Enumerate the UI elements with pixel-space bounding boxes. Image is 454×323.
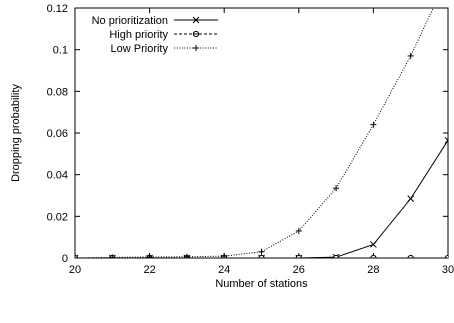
legend-label: No prioritization: [92, 15, 168, 27]
series: [75, 8, 434, 258]
legend-label: Low Priority: [111, 43, 169, 55]
data-point-plus-marker: [370, 121, 377, 128]
y-tick-label: 0.08: [47, 86, 68, 98]
data-point-plus-marker: [221, 253, 228, 258]
legend-item: No prioritization: [92, 15, 218, 27]
data-point-plus-marker: [295, 227, 302, 234]
data-point-plus-marker: [258, 248, 265, 255]
legend-item: High priority: [109, 29, 218, 41]
tick-labels: 20 22 24 26 28 30 0 0.02 0.04 0.06 0.08 0.1 0.12: [47, 3, 454, 276]
legend-label: High priority: [109, 29, 168, 41]
data-point-plus-marker: [146, 253, 153, 258]
series: [75, 136, 448, 258]
data-point-circle-marker: [192, 30, 200, 38]
y-tick-label: 0.04: [47, 170, 68, 182]
data-point-plus-marker: [109, 254, 116, 258]
data-point-circle-marker: [370, 254, 377, 258]
x-tick-label: 26: [293, 264, 305, 276]
x-tick-label: 20: [69, 264, 81, 276]
y-tick-label: 0.1: [53, 45, 68, 57]
data-point-circle-marker: [295, 254, 302, 258]
data-point-x-marker: [407, 195, 415, 202]
data-point-x-marker: [444, 136, 448, 144]
data-point-x-marker: [370, 241, 377, 248]
y-tick-label: 0.02: [47, 211, 68, 223]
legend: No prioritization High priority Low Priori…: [92, 15, 218, 55]
y-tick-label: 0.12: [47, 3, 68, 15]
marker-stroke: [444, 136, 448, 141]
legend-item: Low Priority: [111, 43, 218, 55]
x-tick-label: 30: [442, 264, 454, 276]
data-point-plus-marker: [183, 253, 190, 258]
data-point-plus-marker: [407, 52, 414, 59]
data-point-circle-marker: [444, 254, 448, 258]
series-layer: [75, 8, 448, 258]
data-point-circle-marker: [407, 254, 414, 258]
data-point-circle-marker: [333, 254, 340, 258]
y-axis-label: Dropping probability: [10, 84, 22, 182]
x-tick-label: 24: [218, 264, 230, 276]
x-axis-label: Number of stations: [215, 278, 308, 290]
y-tick-label: 0: [62, 253, 68, 265]
marker-stroke: [370, 241, 377, 248]
x-tick-label: 28: [367, 264, 379, 276]
x-tick-label: 22: [143, 264, 155, 276]
series-line: [75, 140, 448, 258]
y-tick-label: 0.06: [47, 128, 68, 140]
data-point-plus-marker: [193, 45, 199, 51]
marker-stroke: [192, 16, 200, 24]
data-point-x-marker: [192, 16, 200, 24]
marker-stroke: [407, 195, 415, 202]
data-point-plus-marker: [333, 185, 340, 192]
marker-stroke: [444, 139, 448, 144]
data-point-circle-marker: [258, 254, 265, 258]
